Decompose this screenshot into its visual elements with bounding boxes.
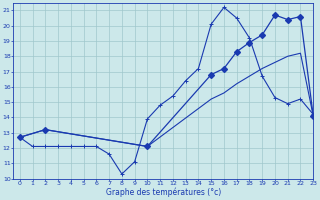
X-axis label: Graphe des températures (°c): Graphe des températures (°c) [106, 188, 221, 197]
